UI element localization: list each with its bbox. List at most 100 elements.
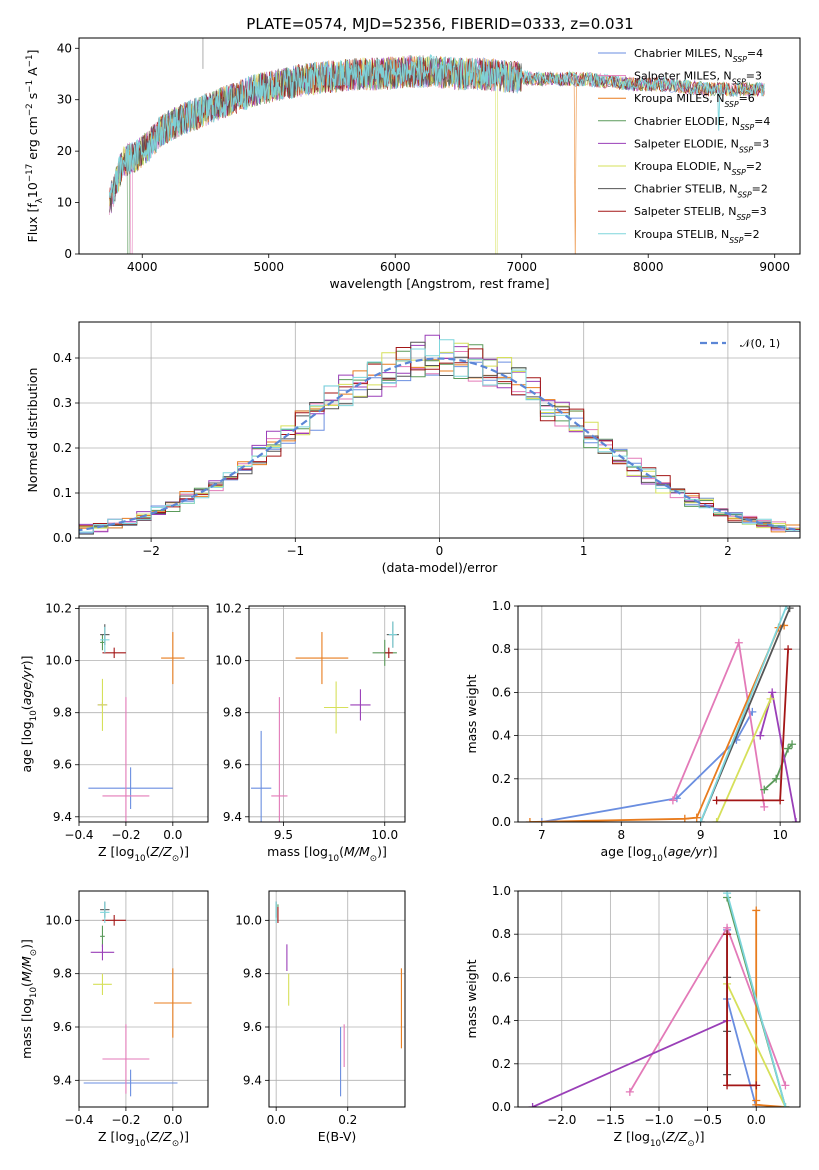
histogram-kroupa-stelib <box>79 339 800 534</box>
errorbar-salpeter-miles <box>102 1024 150 1094</box>
x-tick-label: 2 <box>724 544 732 558</box>
legend-entry-salpeter-elodie: Salpeter ELODIE, NSSP=3 <box>634 137 769 154</box>
x-tick-label: 9000 <box>759 260 790 274</box>
weight-point <box>781 1103 790 1107</box>
y-tick-label: 0.3 <box>53 396 72 410</box>
x-tick-label: −0.4 <box>64 1113 93 1127</box>
x-tick-label: −0.2 <box>111 1113 140 1127</box>
weight-point <box>752 1081 761 1090</box>
weight-point <box>782 606 791 610</box>
errorbar-kroupa-miles <box>154 968 192 1038</box>
plot-area-spectrum <box>108 38 765 254</box>
weight-point <box>776 796 785 805</box>
normal-curve <box>79 357 800 532</box>
y-tick-label: 0.4 <box>53 351 72 365</box>
x-axis-label: mass [log10(M/M⊙)] <box>267 844 387 864</box>
legend-entry-chabrier-miles: Chabrier MILES, NSSP=4 <box>634 47 763 64</box>
weight-point <box>768 688 777 697</box>
axes-frame <box>248 605 406 823</box>
plot-area-age-vs-Z <box>79 606 208 822</box>
figure-title: PLATE=0574, MJD=52356, FIBERID=0333, z=0… <box>246 15 633 33</box>
x-axis-label: Z [log10(Z/Z⊙)] <box>98 844 189 864</box>
errorbar-salpeter-miles <box>271 697 288 822</box>
weight-series-salpeter-stelib <box>723 930 761 1090</box>
weight-point <box>680 814 689 822</box>
y-tick-label: 10.2 <box>45 602 72 616</box>
x-tick-label: 9 <box>697 828 705 842</box>
errorbar-kroupa-stelib <box>100 626 110 653</box>
y-axis-label: Flux [fλ10−17 erg cm−2 s−1 A−1] <box>25 50 45 243</box>
y-tick-label: 0.0 <box>53 531 72 545</box>
errorbar-chabrier-elodie <box>100 634 105 651</box>
y-axis-label: mass weight <box>464 674 479 753</box>
weight-point <box>772 774 781 783</box>
weight-point <box>752 1100 761 1107</box>
panel-age-vs-Z: −0.4 −0.2 0.0 9.4 9.6 9.8 10.0 10.2 Z [log10(Z/Z… <box>19 602 209 864</box>
errorbar-salpeter-elodie <box>90 944 115 961</box>
y-tick-label: 0.2 <box>492 772 511 786</box>
plot-area-mass-vs-Z <box>79 891 208 1107</box>
weight-line <box>726 929 758 1107</box>
x-tick-label: −2 <box>142 544 160 558</box>
y-tick-label: 0.2 <box>492 1057 511 1071</box>
y-tick-label: 20 <box>57 144 72 158</box>
y-tick-label: 1.0 <box>492 884 511 898</box>
x-tick-label: 0 <box>436 544 444 558</box>
weight-point <box>625 1087 634 1096</box>
weight-point <box>696 818 705 822</box>
y-tick-label: 9.4 <box>53 1073 72 1087</box>
weight-series-salpeter-elodie <box>756 688 800 822</box>
y-tick-label: 9.4 <box>53 810 72 824</box>
y-tick-label: 10.0 <box>235 913 262 927</box>
x-axis-label: Z [log10(Z/Z⊙)] <box>98 1129 189 1149</box>
weight-point <box>537 818 546 822</box>
y-tick-label: 10.0 <box>215 654 242 668</box>
y-tick-label: 10.2 <box>215 602 242 616</box>
errorbar-kroupa-elodie <box>93 973 112 995</box>
legend-entry-kroupa-stelib: Kroupa STELIB, NSSP=2 <box>634 228 760 245</box>
x-axis-label: age [log10(age/yr)] <box>600 844 717 864</box>
errorbar-salpeter-elodie <box>350 689 371 721</box>
errorbar-kroupa-elodie <box>323 681 349 734</box>
weight-point <box>788 740 797 749</box>
y-tick-label: 0 <box>64 247 72 261</box>
legend-entry-salpeter-miles: Salpeter MILES, NSSP=3 <box>634 70 762 87</box>
panel-mass-vs-ebv: 0.0 0.2 9.4 9.6 9.8 10.0 E(B-V) <box>235 890 406 1144</box>
weight-point <box>712 818 721 822</box>
weight-point <box>752 906 761 915</box>
y-tick-label: 0.8 <box>492 927 511 941</box>
x-tick-label: 7 <box>538 828 546 842</box>
weight-point <box>668 796 677 805</box>
weight-series-kroupa-elodie <box>712 694 775 822</box>
weight-line <box>672 639 766 808</box>
weight-point <box>792 818 800 822</box>
y-axis-label: age [log10(age/yr)] <box>19 655 39 772</box>
y-tick-label: 0.4 <box>492 729 511 743</box>
legend-entry-chabrier-stelib: Chabrier STELIB, NSSP=2 <box>634 183 768 200</box>
y-tick-label: 9.8 <box>53 967 72 981</box>
plot-area-weight-vs-Z <box>518 891 800 1107</box>
axes-frame <box>268 890 406 1108</box>
legend-entry-kroupa-miles: Kroupa MILES, NSSP=6 <box>634 92 755 109</box>
x-tick-label: −1 <box>286 544 304 558</box>
weight-line <box>541 711 754 822</box>
weight-line <box>726 934 757 1087</box>
plot-area-mass-vs-ebv <box>269 891 405 1107</box>
weight-line <box>532 1019 728 1107</box>
weight-point <box>784 645 793 654</box>
weight-series-kroupa-stelib <box>696 606 791 822</box>
weight-point <box>784 744 793 753</box>
weight-point <box>525 818 534 822</box>
x-tick-label: 10.0 <box>371 828 398 842</box>
x-tick-label: 7000 <box>506 260 537 274</box>
errorbar-salpeter-stelib <box>102 647 126 659</box>
x-tick-label: 8 <box>617 828 625 842</box>
errorbar-kroupa-stelib <box>388 621 397 648</box>
axes-frame <box>78 605 209 823</box>
y-tick-label: 0.0 <box>492 815 511 829</box>
y-axis-label: Normed distribution <box>25 368 40 493</box>
errorbar-kroupa-elodie <box>97 678 108 731</box>
weight-series-chabrier-elodie <box>760 740 797 794</box>
errorbar-chabrier-miles <box>251 730 272 822</box>
